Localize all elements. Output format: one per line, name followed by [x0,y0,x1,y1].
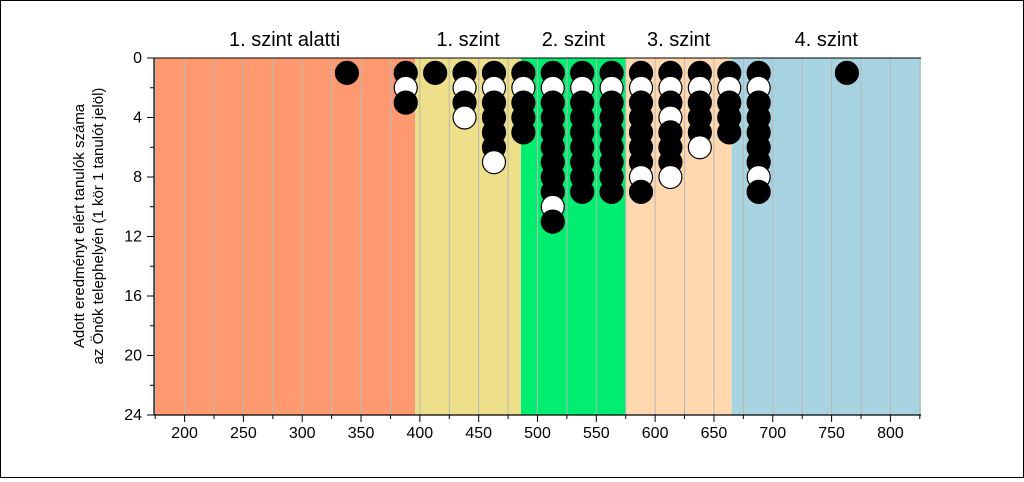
level-label-2: 1. szint [436,29,500,51]
student-dot-black [570,179,595,204]
x-tick-label: 550 [583,425,610,442]
x-tick-label: 800 [877,425,904,442]
axes: 200 250 300 350 400 450 500 550 600 650 700 750 800 0… [124,50,921,442]
y-axis-label-line1: Adott eredményt elért tanulók száma [71,103,88,348]
gridlines [154,58,921,415]
x-tick-label: 250 [230,425,257,442]
level-label-4: 3. szint [647,29,711,51]
student-dot-black [599,179,624,204]
x-tick-label: 350 [348,425,375,442]
x-tick-label: 700 [759,425,786,442]
student-dot-black [511,120,536,145]
student-dot-white [658,164,683,190]
labels: 1. szint alatti 1. szint 2. szint 3. szint 4… [229,29,858,51]
level-band-1 [154,58,416,415]
student-dot-white [452,105,477,130]
level-label-5: 4. szint [795,29,859,51]
y-tick-label: 4 [133,110,142,127]
student-dot-black [393,90,418,115]
student-dot-white [687,135,712,160]
x-tick-label: 500 [524,425,551,442]
y-tick-label: 24 [124,407,142,424]
student-dot-black [628,179,654,204]
x-tick-label: 650 [701,425,728,442]
y-tick-label: 0 [133,50,142,67]
student-dot-black [717,120,742,145]
x-tick-label: 300 [289,425,316,442]
y-tick-label: 16 [124,288,142,305]
x-tick-label: 200 [171,425,198,442]
level-label-3: 2. szint [542,29,606,51]
level-label-1: 1. szint alatti [229,29,340,51]
y-tick-label: 12 [124,229,142,246]
x-tick-label: 750 [818,425,845,442]
student-dot-white [481,150,507,175]
y-tick-label: 20 [124,348,142,365]
y-axis-label-line2: az Önök telephelyén (1 kör 1 tanulót jel… [89,88,107,365]
x-tick-label: 450 [465,425,492,442]
x-tick-label: 400 [407,425,434,442]
student-dot-black [834,60,859,85]
x-tick-label: 600 [642,425,669,442]
student-dots [334,60,859,234]
student-dot-black [334,60,360,85]
student-dot-black [423,60,448,85]
y-tick-label: 8 [133,169,142,186]
student-dot-black [540,209,565,234]
student-dot-black [746,179,771,204]
